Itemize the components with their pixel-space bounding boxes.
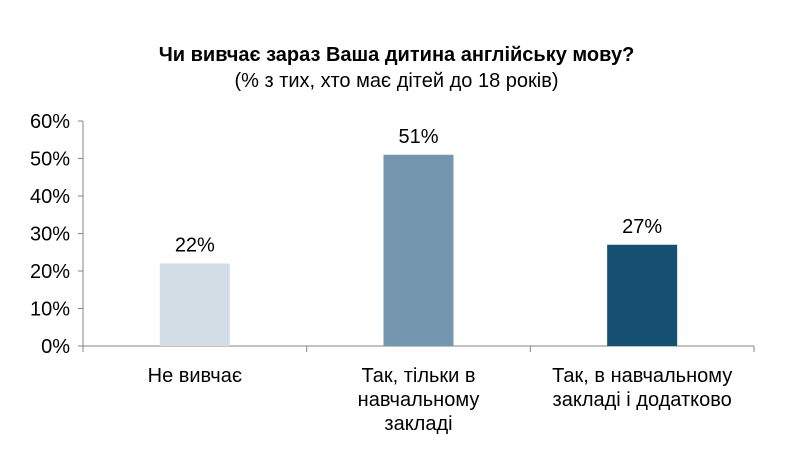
y-tick-label: 50% [30,149,70,171]
x-category-label-line: Так, в навчальному [552,365,732,387]
y-tick-label: 10% [30,299,70,321]
x-category-label: Не вивчає [148,365,242,387]
y-tick-label: 20% [30,261,70,283]
x-category-label-line: Так, тільки в [361,365,475,387]
x-category-label-line: закладі [384,413,452,435]
y-tick-label: 60% [30,111,70,133]
x-category-label-line: Не вивчає [148,365,242,387]
x-category-label-line: навчальному [358,389,480,411]
data-label: 27% [622,216,662,238]
x-category-label-line: закладі і додатково [553,389,732,411]
chart-subtitle: (% з тих, хто має дітей до 18 років) [234,70,559,92]
x-category-label: Так, в навчальному закладі і додатково [552,365,732,411]
bar [607,244,678,346]
y-tick-label: 40% [30,186,70,208]
bar [383,154,454,346]
x-category-label: Так, тільки в навчальному закладі [358,365,480,435]
y-tick-label: 0% [41,336,70,358]
data-label: 22% [175,235,215,257]
chart-title: Чи вивчає зараз Ваша дитина англійську м… [158,44,635,66]
data-label: 51% [398,126,438,148]
bar [159,263,230,346]
y-tick-label: 30% [30,224,70,246]
